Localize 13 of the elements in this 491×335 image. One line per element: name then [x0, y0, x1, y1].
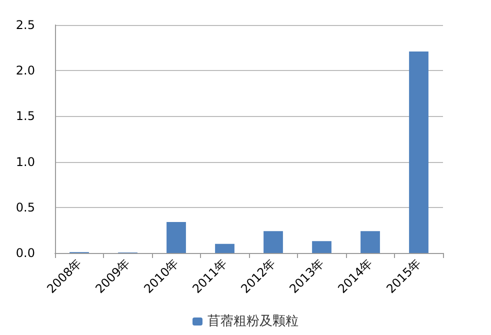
y-tick-label: 2.5	[16, 18, 35, 32]
legend-label: 苜蓿粗粉及颗粒	[208, 314, 298, 329]
bar	[312, 241, 332, 253]
y-tick-label: 0.5	[16, 200, 35, 214]
bar	[264, 231, 283, 253]
y-tick-label: 1.5	[16, 109, 35, 124]
bar	[360, 231, 380, 253]
y-tick-label: 2.0	[16, 64, 35, 78]
y-tick-label: 0.0	[16, 246, 35, 260]
bar	[166, 222, 186, 253]
bar	[215, 244, 234, 253]
bar	[409, 51, 428, 253]
y-tick-label: 1.0	[16, 154, 35, 169]
